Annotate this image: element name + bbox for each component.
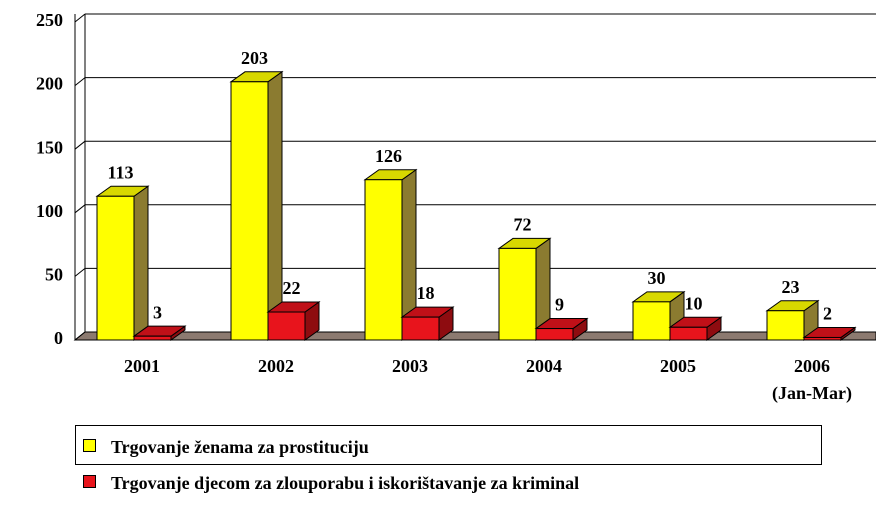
bar-front <box>535 328 574 341</box>
bar-side <box>267 70 283 341</box>
legend-swatch <box>83 475 96 488</box>
value-label: 23 <box>782 277 800 297</box>
bar <box>631 290 686 341</box>
value-label: 2 <box>823 304 832 324</box>
x-tick-label-line: 2002 <box>258 356 294 376</box>
bar <box>765 299 820 341</box>
y-tick-label: 200 <box>36 74 63 94</box>
legend-swatch <box>83 439 96 452</box>
bar <box>534 317 589 341</box>
value-label: 9 <box>555 295 564 315</box>
floor <box>73 331 876 341</box>
value-label: 72 <box>514 215 532 235</box>
y-tick-label: 150 <box>36 137 63 157</box>
bar-side <box>133 185 149 341</box>
x-tick-label-line: 2001 <box>124 356 160 376</box>
legend-entry: Trgovanje djecom za zlouporabu i iskoriš… <box>111 473 580 493</box>
legend: Trgovanje ženama za prostituciju Trgovanj… <box>75 425 822 493</box>
bar-front <box>364 179 403 341</box>
bar-front <box>498 247 537 341</box>
bar-front <box>133 335 172 341</box>
value-label: 30 <box>648 268 666 288</box>
value-label: 10 <box>685 293 703 313</box>
value-label: 126 <box>375 146 402 166</box>
bar-front <box>267 311 306 341</box>
x-tick-label: 2005 <box>660 356 696 376</box>
grid-line <box>74 13 86 23</box>
y-tick-label: 50 <box>45 265 63 285</box>
y-tick-label: 0 <box>54 328 63 348</box>
bar-front <box>96 195 135 341</box>
bar <box>132 325 187 341</box>
x-tick-label-line: 2005 <box>660 356 696 376</box>
x-tick-label: 2003 <box>392 356 428 376</box>
legend-entry: Trgovanje ženama za prostituciju <box>111 437 369 457</box>
bar-front <box>803 336 842 341</box>
x-tick-label: 2006 (Jan-Mar) <box>772 356 852 404</box>
bar <box>400 306 455 341</box>
bar <box>497 237 552 341</box>
y-tick-label: 100 <box>36 201 63 221</box>
bar-front <box>401 316 440 341</box>
bar <box>802 326 857 341</box>
x-tick-label: 2004 <box>526 356 562 376</box>
value-label: 3 <box>153 302 162 322</box>
bar-front <box>766 310 805 341</box>
x-tick-label-line: 2006 <box>794 356 830 376</box>
value-label: 113 <box>107 162 133 182</box>
x-tick-label-line: (Jan-Mar) <box>772 383 852 404</box>
x-tick-label-line: 2003 <box>392 356 428 376</box>
bar-front <box>632 301 671 341</box>
x-tick-label-line: 2004 <box>526 356 562 376</box>
bar-front <box>230 81 269 341</box>
grid-line <box>74 77 86 86</box>
bar <box>363 168 418 341</box>
value-label: 203 <box>241 48 268 68</box>
bar <box>266 301 321 341</box>
grid-line <box>74 268 86 277</box>
bar <box>95 185 150 341</box>
value-label: 18 <box>417 283 435 303</box>
x-tick-label: 2002 <box>258 356 294 376</box>
x-tick-label: 2001 <box>124 356 160 376</box>
bar <box>668 316 723 341</box>
bar <box>229 70 284 341</box>
bar-front <box>669 326 708 341</box>
y-tick-label: 250 <box>36 10 63 30</box>
grid-line <box>74 140 86 150</box>
value-label: 22 <box>283 278 301 298</box>
grid-line <box>74 204 86 214</box>
grid-line <box>74 331 86 341</box>
